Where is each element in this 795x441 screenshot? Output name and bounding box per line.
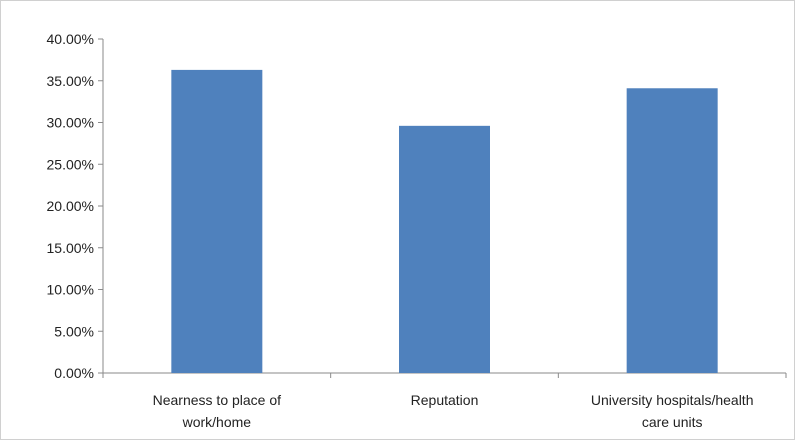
y-tick-label: 5.00% <box>54 323 94 339</box>
y-tick-label: 20.00% <box>47 198 94 214</box>
bar <box>626 88 718 373</box>
labels: 0.00% 5.00% 10.00% 15.00% 20.00% 25.00% 30.00%… <box>47 31 754 430</box>
x-category-label-line: Nearness to place of <box>153 392 282 408</box>
bar <box>171 69 263 374</box>
bar <box>399 125 490 373</box>
y-tick-label: 35.00% <box>47 73 94 89</box>
x-category-label-line: care units <box>642 414 703 430</box>
y-tick-label: 15.00% <box>47 240 94 256</box>
x-category-label: Reputation <box>411 392 479 408</box>
y-tick-label: 40.00% <box>47 31 94 47</box>
x-category-label: University hospitals/health care units <box>591 392 754 430</box>
bars <box>171 69 718 374</box>
x-category-label-line: Reputation <box>411 392 479 408</box>
y-tick-label: 10.00% <box>47 282 94 298</box>
y-tick-label: 30.00% <box>47 115 94 131</box>
x-category-label-line: work/home <box>182 414 252 430</box>
y-tick-label: 25.00% <box>47 156 94 172</box>
x-category-label-line: University hospitals/health <box>591 392 754 408</box>
y-tick-label: 0.00% <box>54 365 94 381</box>
x-category-label: Nearness to place of work/home <box>153 392 282 430</box>
